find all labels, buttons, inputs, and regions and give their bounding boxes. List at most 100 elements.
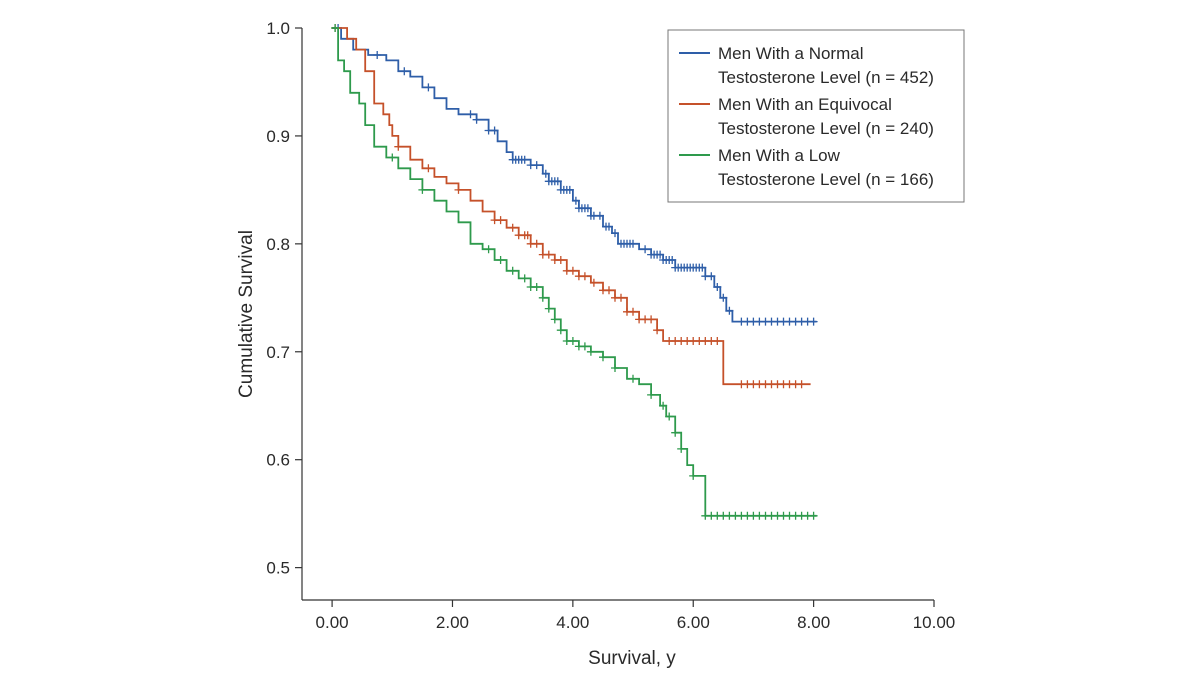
censor-mark — [617, 293, 625, 302]
censor-mark — [496, 216, 505, 225]
y-tick-label: 0.9 — [266, 127, 290, 146]
x-tick-label: 4.00 — [556, 613, 589, 632]
censor-mark — [677, 444, 686, 453]
y-tick-label: 0.7 — [266, 343, 290, 362]
censor-mark — [629, 239, 637, 248]
censor-mark — [647, 390, 656, 399]
x-tick-label: 2.00 — [436, 613, 469, 632]
censor-mark — [565, 185, 574, 194]
censor-mark — [809, 317, 818, 326]
censor-mark — [668, 256, 677, 264]
censor-mark — [508, 223, 517, 232]
censor-mark — [589, 278, 598, 287]
censor-mark — [568, 337, 577, 345]
censor-mark — [707, 272, 716, 281]
censor-mark — [373, 51, 382, 59]
legend-label-normal-line2: Testosterone Level (n = 452) — [718, 68, 934, 87]
censor-mark — [544, 304, 553, 313]
censor-mark — [713, 283, 722, 291]
censor-mark — [809, 511, 818, 520]
censor-mark — [641, 245, 650, 254]
y-tick-label: 0.6 — [266, 451, 290, 470]
y-ticks: 0.5 0.6 0.7 0.8 0.9 1.0 — [266, 19, 302, 578]
y-axis-title: Cumulative Survival — [236, 230, 257, 398]
censor-mark — [496, 256, 505, 264]
censor-mark — [583, 204, 592, 213]
censor-mark — [605, 286, 613, 295]
censor-mark — [611, 229, 619, 238]
legend-label-low-line1: Men With a Low — [718, 146, 841, 165]
censor-mark — [580, 272, 589, 281]
censor-mark — [394, 142, 403, 151]
censor-mark — [797, 380, 806, 389]
censor-mark — [523, 231, 532, 240]
censor-mark — [611, 364, 619, 372]
censor-mark — [484, 245, 493, 254]
series-normal — [332, 24, 818, 326]
censor-mark — [556, 326, 565, 335]
y-tick-label: 0.5 — [266, 559, 290, 578]
censor-mark — [689, 471, 698, 480]
legend-label-normal-line1: Men With a Normal — [718, 44, 863, 63]
censor-mark — [454, 185, 463, 194]
censor-mark — [647, 315, 656, 324]
censor-mark — [629, 374, 637, 383]
censor-mark — [671, 428, 680, 437]
censor-mark — [490, 126, 499, 135]
censor-mark — [725, 306, 734, 315]
censor-mark — [424, 83, 433, 92]
censor-mark — [568, 266, 577, 275]
censor-mark — [400, 67, 409, 76]
x-tick-label: 0.00 — [316, 613, 349, 632]
censor-mark — [665, 412, 674, 421]
censor-mark — [698, 263, 707, 272]
censor-mark — [418, 185, 427, 194]
censor-mark — [388, 153, 397, 162]
censor-mark — [653, 326, 662, 335]
censor-mark — [595, 211, 604, 220]
censor-mark — [331, 24, 340, 32]
censor-mark — [656, 250, 665, 259]
censor-mark — [550, 315, 559, 324]
x-tick-label: 8.00 — [797, 613, 830, 632]
censor-mark — [520, 155, 529, 164]
censor-mark — [571, 196, 580, 205]
censor-mark — [580, 342, 589, 351]
censor-mark — [553, 177, 562, 186]
y-tick-label: 1.0 — [266, 19, 290, 38]
series-layer — [331, 24, 818, 520]
censor-mark — [556, 256, 565, 264]
censor-mark — [586, 347, 595, 356]
x-ticks: 0.00 2.00 4.00 6.00 8.00 10.00 — [316, 600, 956, 632]
censor-mark — [532, 239, 541, 248]
censor-mark — [541, 169, 550, 178]
censor-mark — [508, 266, 517, 275]
censor-mark — [472, 115, 481, 124]
x-tick-label: 10.00 — [913, 613, 956, 632]
censor-mark — [532, 161, 541, 170]
series-low — [331, 24, 818, 520]
censor-mark — [629, 307, 637, 316]
legend-box — [667, 29, 965, 203]
censor-mark — [532, 283, 541, 291]
axes — [301, 28, 934, 601]
censor-mark — [520, 274, 529, 283]
censor-mark — [659, 401, 668, 410]
censor-mark — [713, 337, 722, 345]
legend: Men With a Normal Testosterone Level (n … — [667, 29, 965, 203]
x-tick-label: 6.00 — [677, 613, 710, 632]
legend-label-equivocal-line2: Testosterone Level (n = 240) — [718, 119, 934, 138]
x-axis-title: Survival, y — [588, 648, 676, 669]
censor-mark — [538, 293, 547, 302]
legend-label-equivocal-line1: Men With an Equivocal — [718, 95, 892, 114]
legend-label-low-line2: Testosterone Level (n = 166) — [718, 170, 934, 189]
censor-mark — [599, 353, 607, 362]
censor-mark — [605, 222, 613, 231]
y-tick-label: 0.8 — [266, 235, 290, 254]
censor-mark — [719, 293, 728, 302]
censor-mark — [544, 250, 553, 259]
series-equivocal — [331, 24, 811, 389]
censor-mark — [466, 110, 475, 119]
censor-mark — [424, 164, 433, 173]
